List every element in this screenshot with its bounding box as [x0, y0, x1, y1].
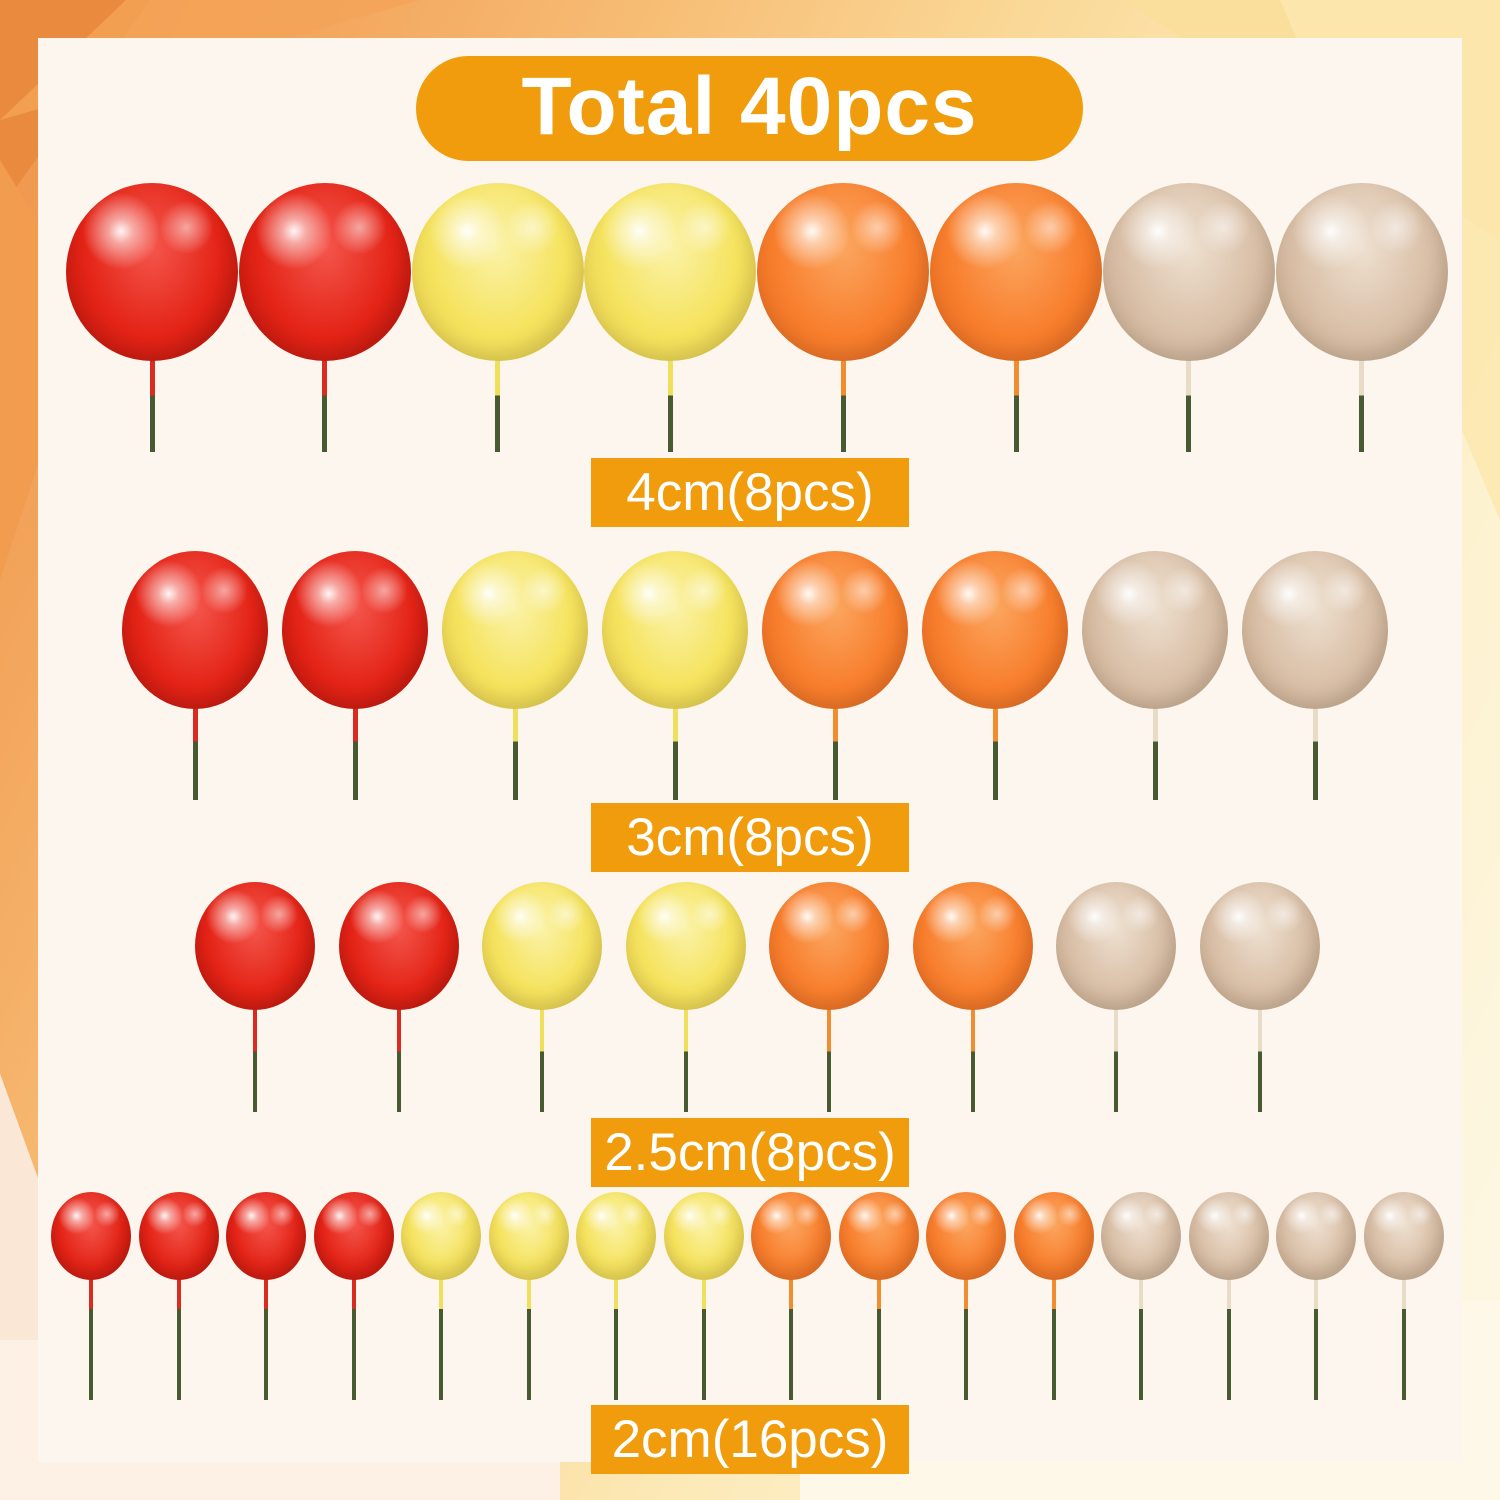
stick-beige [1186, 351, 1192, 452]
ball-yellow-2cm [663, 1192, 744, 1280]
size-label-4cm: 4cm(8pcs) [591, 458, 909, 527]
stick-beige [1314, 1270, 1318, 1400]
ball-beige-2cm [1188, 1192, 1269, 1280]
stick-yellow [495, 351, 501, 452]
stick-orange [1013, 351, 1019, 452]
ball-beige-2cm [1363, 1192, 1444, 1280]
ball-yellow-3cm [602, 551, 748, 709]
stick-beige [1152, 699, 1158, 800]
stick-orange [832, 699, 838, 800]
stick-orange [964, 1270, 968, 1400]
total-badge: Total 40pcs [416, 56, 1083, 161]
ball-yellow-2cm [401, 1192, 481, 1280]
stick-orange [789, 1270, 793, 1400]
stick-red [351, 1270, 356, 1400]
stick-beige [1226, 1270, 1231, 1400]
ball-red-3cm [122, 551, 268, 709]
stick-orange [827, 1000, 831, 1112]
stick-beige [1257, 1000, 1262, 1112]
size-label-2.5cm: 2.5cm(8pcs) [591, 1118, 909, 1187]
stick-yellow [683, 1000, 688, 1112]
ball-red-3cm [282, 551, 428, 709]
ball-yellow-4cm [411, 183, 584, 361]
ball-beige-4cm [1275, 183, 1448, 361]
ball-red-4cm [66, 183, 238, 361]
stick-red [89, 1270, 93, 1400]
ball-yellow-2.5cm [625, 882, 746, 1010]
ball-red-2cm [51, 1192, 131, 1280]
stick-yellow [614, 1270, 618, 1400]
stick-red [149, 351, 155, 452]
stick-orange [840, 351, 846, 452]
ball-beige-4cm [1102, 183, 1275, 361]
stick-red [264, 1270, 268, 1400]
size-label-2cm: 2cm(16pcs) [591, 1405, 909, 1474]
stick-red [253, 1000, 257, 1112]
ball-beige-2cm [1276, 1192, 1356, 1280]
ball-orange-2cm [838, 1192, 919, 1280]
ball-orange-3cm [762, 551, 908, 709]
ball-yellow-2.5cm [482, 882, 602, 1010]
ball-red-2cm [313, 1192, 394, 1280]
ball-yellow-3cm [442, 551, 588, 709]
ball-red-2.5cm [338, 882, 459, 1010]
stick-red [192, 699, 198, 800]
stick-red [396, 1000, 401, 1112]
stick-beige [1359, 351, 1365, 452]
total-badge-text: Total 40pcs [521, 60, 978, 152]
ball-red-2cm [138, 1192, 219, 1280]
ball-red-2.5cm [195, 882, 315, 1010]
ball-beige-3cm [1082, 551, 1228, 709]
stick-orange [970, 1000, 975, 1112]
ball-orange-2cm [926, 1192, 1006, 1280]
stick-red [322, 351, 328, 452]
stick-yellow [526, 1270, 531, 1400]
stick-beige [1312, 699, 1318, 800]
ball-orange-2cm [751, 1192, 831, 1280]
ball-red-2cm [226, 1192, 306, 1280]
stick-yellow [439, 1270, 443, 1400]
stick-orange [992, 699, 998, 800]
ball-yellow-2cm [488, 1192, 569, 1280]
stick-beige [1114, 1000, 1118, 1112]
stick-beige [1139, 1270, 1143, 1400]
ball-orange-3cm [922, 551, 1068, 709]
ball-beige-2cm [1101, 1192, 1181, 1280]
stick-red [176, 1270, 181, 1400]
ball-beige-2.5cm [1056, 882, 1176, 1010]
ball-yellow-2cm [576, 1192, 656, 1280]
stick-yellow [540, 1000, 544, 1112]
ball-beige-2.5cm [1199, 882, 1320, 1010]
stick-yellow [701, 1270, 706, 1400]
ball-yellow-4cm [584, 183, 757, 361]
stick-orange [1051, 1270, 1056, 1400]
stick-red [352, 699, 358, 800]
stick-orange [876, 1270, 881, 1400]
size-label-3cm: 3cm(8pcs) [591, 803, 909, 872]
stick-beige [1401, 1270, 1406, 1400]
stick-yellow [512, 699, 518, 800]
ball-orange-4cm [930, 183, 1102, 361]
ball-orange-2.5cm [912, 882, 1033, 1010]
ball-orange-2cm [1013, 1192, 1094, 1280]
ball-orange-2.5cm [769, 882, 889, 1010]
ball-orange-4cm [757, 183, 930, 361]
ball-red-4cm [238, 183, 411, 361]
stick-yellow [667, 351, 673, 452]
ball-beige-3cm [1242, 551, 1388, 709]
stick-yellow [672, 699, 678, 800]
